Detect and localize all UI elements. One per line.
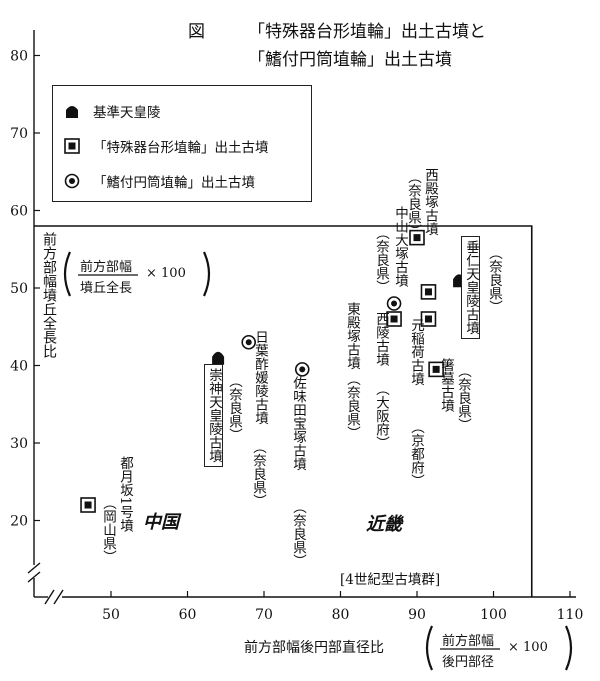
group-annotation: [4世紀型古墳群] (340, 572, 441, 588)
y-axis-break-mark (27, 571, 41, 583)
point-note-higashitonozuka: （奈良県） (455, 364, 471, 432)
x-tick-label: 60 (179, 607, 197, 623)
boxed-square-marker-core (432, 365, 440, 373)
legend-label: 基準天皇陵 (93, 105, 161, 121)
y-axis-label: 前方部幅墳丘全長比 (41, 232, 57, 358)
x-tick-label: 70 (255, 607, 273, 623)
y-axis-break-mark (27, 562, 41, 574)
y-formula-numerator: 前方部幅 (80, 260, 133, 275)
handwritten-chugoku: 中国 (143, 512, 179, 533)
x-formula-multiplier: × 100 (508, 640, 548, 655)
double-circle-marker-core (391, 300, 398, 307)
x-formula-denominator: 後円部径 (442, 655, 495, 670)
x-tick-label: 80 (332, 607, 350, 623)
legend-label: 「鰭付円筒埴輪」出土古墳 (93, 175, 255, 191)
point-note-tsukizaka: （岡山県） (100, 496, 116, 564)
x-tick-label: 90 (408, 607, 426, 623)
point-note-hashihaka: （奈良県） (344, 372, 360, 440)
point-label-hibasuhime: 日葉酢媛陵古墳 (252, 330, 268, 425)
point-label-suinin: 垂仁天皇陵古墳 (461, 236, 480, 339)
point-note-suinin: （奈良県） (486, 246, 502, 314)
x-tick-label: 110 (557, 607, 584, 623)
paren-shapes (425, 625, 573, 671)
x-axis-break-mark (44, 589, 55, 605)
x-tick-label: 100 (480, 607, 507, 623)
point-note-motoinari: （奈良県） (373, 226, 389, 294)
point-label-sujin: 崇神天皇陵古墳 (204, 364, 223, 467)
point-note-sujin: （奈良県） (226, 374, 242, 442)
y-tick-label: 20 (10, 514, 28, 530)
x-axis-break-mark (53, 589, 64, 605)
y-tick-label: 50 (10, 281, 28, 297)
y-formula-multiplier: × 100 (146, 266, 186, 281)
point-label-hashihaka: 東殿塚古墳 (344, 302, 360, 370)
point-label-motoinari: 中山大塚古墳 (392, 206, 408, 287)
y-tick-label: 70 (10, 126, 28, 142)
point-label-nishiryo: 西陵古墳 (373, 312, 389, 366)
filled-mound-marker (212, 351, 225, 365)
boxed-square-marker-core (390, 315, 398, 323)
chart-title-line2: 「鰭付円筒埴輪」出土古墳 (248, 50, 452, 70)
y-tick-label: 80 (10, 49, 28, 65)
double-circle-marker-core (245, 339, 252, 346)
filled-mound-icon (66, 106, 78, 118)
boxed-square-icon (64, 138, 80, 154)
boxed-square-marker-core (84, 501, 92, 509)
point-label-tsukizaka: 都月坂1号墳 (117, 456, 133, 533)
y-tick-label: 60 (10, 204, 28, 220)
point-note-nishitonozuka: （奈良県） (405, 170, 421, 238)
boxed-square-marker-core (413, 234, 421, 242)
point-label-higashitonozuka: 箸墓古墳 (438, 358, 454, 412)
point-label-nakayama: 元稲荷古墳 (408, 318, 424, 386)
y-axis-formula: 前方部幅 墳丘全長 × 100 (62, 250, 212, 298)
chart-title-line1: 「特殊器台形埴輪」出土古墳と (248, 22, 486, 42)
legend-label: 「特殊器台形埴輪」出土古墳 (93, 140, 269, 156)
double-circle-icon (64, 173, 80, 189)
x-axis-label: 前方部幅後円部直径比 (244, 640, 384, 656)
y-tick-label: 40 (10, 359, 28, 375)
point-note-nishiryo: （大阪府） (373, 382, 389, 450)
paren-shapes (63, 251, 211, 297)
point-label-samitakara: 佐味田宝塚古墳 (290, 376, 306, 471)
boxed-square-marker-core (424, 315, 432, 323)
x-tick-label: 50 (102, 607, 120, 623)
boxed-square-marker-core (424, 288, 432, 296)
legend: 基準天皇陵 「特殊器台形埴輪」出土古墳 「鰭付円筒埴輪」出土古墳 (52, 85, 312, 202)
point-label-nishitonozuka: 西殿塚古墳 (422, 168, 438, 236)
x-axis-formula: 前方部幅 後円部径 × 100 (424, 624, 574, 672)
y-formula-denominator: 墳丘全長 (80, 281, 133, 296)
x-formula-numerator: 前方部幅 (442, 634, 495, 649)
point-note-hibasuhime: （奈良県） (250, 440, 266, 508)
chart-title-prefix: 図 (188, 22, 205, 42)
y-tick-label: 30 (10, 436, 28, 452)
point-note-samitakara: （奈良県） (290, 500, 306, 568)
double-circle-marker-core (299, 366, 306, 373)
handwritten-kinki: 近畿 (366, 514, 402, 535)
group-region-border (34, 225, 533, 597)
point-note-nakayama: （京都府） (408, 420, 424, 488)
site-name: 都月坂1号墳 (117, 456, 133, 533)
